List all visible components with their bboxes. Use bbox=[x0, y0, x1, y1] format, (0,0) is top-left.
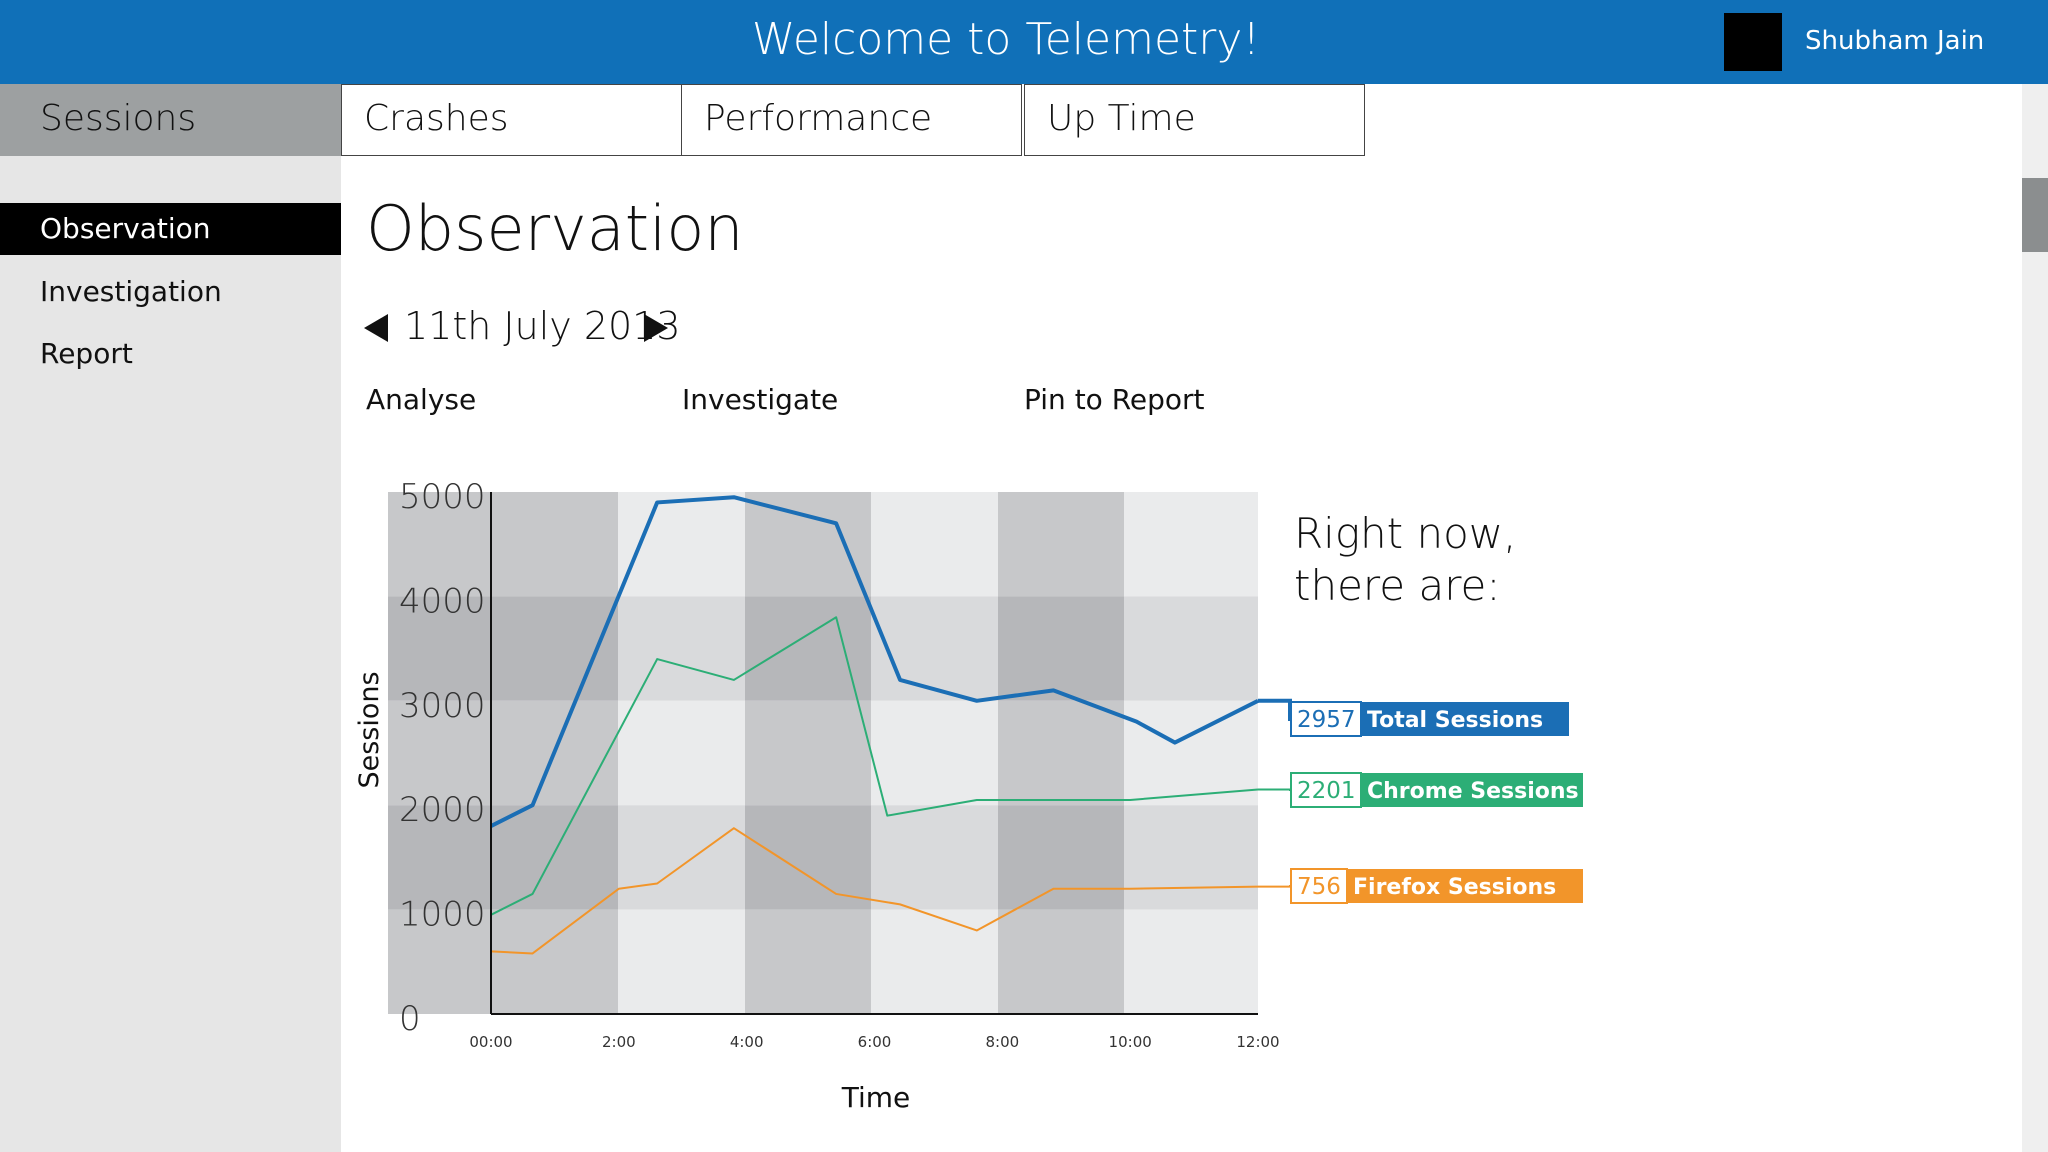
grid-band bbox=[871, 596, 998, 701]
grid-band bbox=[998, 909, 1124, 1014]
x-tick-label: 12:00 bbox=[1236, 1033, 1279, 1051]
x-tick-label: 2:00 bbox=[602, 1033, 636, 1051]
callout-name-box bbox=[1361, 773, 1583, 807]
tab-up-time[interactable]: Up Time bbox=[1024, 84, 1365, 156]
grid-band bbox=[1124, 805, 1258, 910]
grid-band bbox=[871, 805, 998, 910]
page-title: Observation bbox=[366, 192, 744, 265]
tab-sessions-label: Sessions bbox=[40, 98, 197, 139]
tab-sessions[interactable]: Sessions bbox=[0, 84, 341, 156]
grid-band bbox=[618, 492, 745, 597]
callout-name-box bbox=[1347, 869, 1583, 903]
next-date-icon[interactable] bbox=[644, 314, 668, 342]
x-tick-label: 10:00 bbox=[1109, 1033, 1152, 1051]
y-tick-label: 4000 bbox=[399, 581, 486, 621]
callout-value: 2201 bbox=[1297, 778, 1356, 804]
grid-band bbox=[618, 700, 745, 806]
grid-band bbox=[618, 596, 745, 701]
callout-series-name: Total Sessions bbox=[1367, 708, 1543, 733]
callout-name-box bbox=[1361, 702, 1569, 736]
y-tick-label: 0 bbox=[399, 999, 421, 1039]
grid-band bbox=[1124, 596, 1258, 701]
grid-band bbox=[745, 492, 871, 597]
grid-band bbox=[1124, 909, 1258, 1014]
x-tick-label: 6:00 bbox=[858, 1033, 892, 1051]
analyse-link[interactable]: Analyse bbox=[366, 383, 477, 416]
callout-leader bbox=[1258, 698, 1292, 721]
grid-band bbox=[745, 909, 871, 1014]
callout-value: 2957 bbox=[1297, 707, 1356, 733]
grid-band bbox=[745, 596, 871, 701]
series-line bbox=[490, 616, 1259, 916]
grid-band bbox=[1124, 492, 1258, 597]
y-tick-label: 3000 bbox=[399, 686, 486, 726]
grid-band bbox=[745, 805, 871, 910]
callout-value-box bbox=[1290, 868, 1348, 904]
grid-band bbox=[871, 909, 998, 1014]
grid-band bbox=[871, 700, 998, 806]
pin-to-report-link[interactable]: Pin to Report bbox=[1024, 383, 1205, 416]
series-line bbox=[490, 495, 1259, 828]
y-tick-label: 1000 bbox=[399, 895, 486, 935]
grid-band bbox=[871, 492, 998, 597]
user-avatar[interactable] bbox=[1724, 13, 1782, 71]
x-tick-label: 8:00 bbox=[985, 1033, 1019, 1051]
y-tick-label: 5000 bbox=[399, 477, 486, 517]
sidebar: Sessions Observation Investigation Repor… bbox=[0, 84, 341, 1152]
x-tick-label: 00:00 bbox=[469, 1033, 512, 1051]
callout-value-box bbox=[1290, 701, 1362, 737]
series-line bbox=[490, 827, 1259, 955]
date-label: 11th July 2013 bbox=[404, 304, 681, 348]
scrollbar-thumb[interactable] bbox=[2022, 178, 2048, 252]
callout-series-name: Firefox Sessions bbox=[1353, 875, 1556, 900]
app-title: Welcome to Telemetry! bbox=[751, 14, 1261, 65]
y-tick-label: 2000 bbox=[399, 790, 486, 830]
callout-value-box bbox=[1290, 772, 1362, 808]
sidebar-item-investigation[interactable]: Investigation bbox=[40, 275, 222, 308]
grid-band bbox=[388, 492, 618, 597]
annotation-line-1: Right now, bbox=[1294, 509, 1517, 558]
grid-band bbox=[998, 700, 1124, 806]
user-name[interactable]: Shubham Jain bbox=[1805, 26, 1985, 56]
grid-band bbox=[745, 700, 871, 806]
x-tick-label: 4:00 bbox=[730, 1033, 764, 1051]
investigate-link[interactable]: Investigate bbox=[682, 383, 839, 416]
grid-band bbox=[1124, 700, 1258, 806]
callout-value: 756 bbox=[1297, 874, 1341, 900]
x-axis-title: Time bbox=[841, 1081, 911, 1114]
grid-band bbox=[388, 909, 618, 1014]
grid-band bbox=[618, 805, 745, 910]
previous-date-icon[interactable] bbox=[364, 314, 388, 342]
grid-band bbox=[388, 805, 618, 910]
grid-band bbox=[618, 909, 745, 1014]
tab-crashes[interactable]: Crashes bbox=[341, 84, 682, 156]
tab-performance[interactable]: Performance bbox=[681, 84, 1022, 156]
grid-band bbox=[998, 596, 1124, 701]
grid-band bbox=[998, 492, 1124, 597]
callout-leader bbox=[1258, 885, 1291, 888]
callout-series-name: Chrome Sessions bbox=[1367, 779, 1579, 804]
header-bar: Welcome to Telemetry! Shubham Jain bbox=[0, 0, 2048, 84]
vertical-scrollbar[interactable] bbox=[2022, 84, 2048, 1152]
grid-band bbox=[388, 596, 618, 701]
grid-band bbox=[998, 805, 1124, 910]
sidebar-item-report[interactable]: Report bbox=[40, 337, 133, 370]
sidebar-item-observation[interactable]: Observation bbox=[0, 203, 341, 255]
annotation-line-2: there are: bbox=[1294, 561, 1501, 610]
y-axis-title: Sessions bbox=[354, 671, 385, 788]
grid-band bbox=[388, 700, 618, 806]
